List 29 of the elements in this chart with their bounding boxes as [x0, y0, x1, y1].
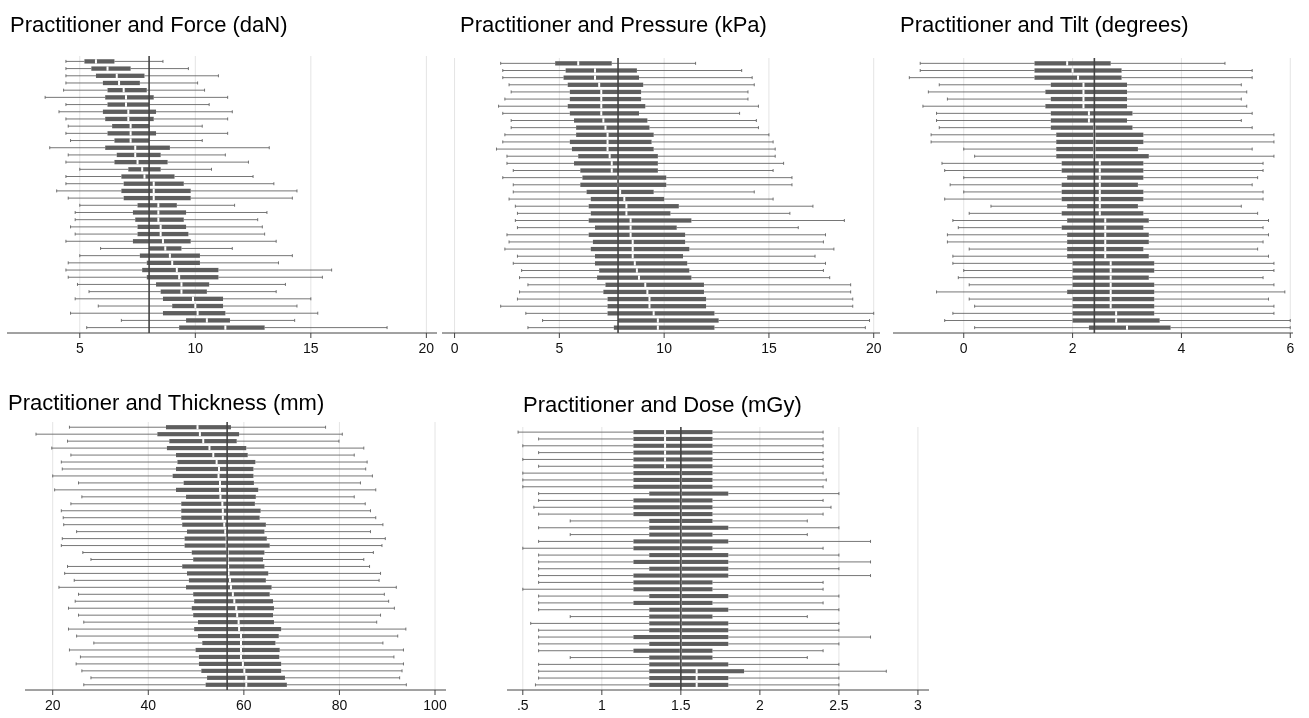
x-tick-label: 2.5: [829, 697, 849, 713]
chart-title: Practitioner and Pressure (kPa): [460, 12, 767, 37]
x-tick-label: .5: [516, 697, 529, 713]
x-tick-label: 6: [1286, 340, 1295, 356]
x-tick-label: 2: [1068, 340, 1077, 356]
chart-title: Practitioner and Force (daN): [10, 12, 288, 37]
x-tick-label: 1.5: [671, 697, 691, 713]
x-tick-label: 20: [418, 340, 435, 356]
x-tick-label: 1: [597, 697, 606, 713]
x-tick-label: 10: [187, 340, 204, 356]
x-tick-label: 20: [44, 697, 61, 713]
x-tick-label: 40: [140, 697, 157, 713]
x-tick-label: 0: [959, 340, 968, 356]
x-tick-label: 5: [555, 340, 564, 356]
x-tick-label: 15: [303, 340, 319, 356]
chart-title: Practitioner and Thickness (mm): [8, 390, 325, 415]
x-tick-label: 10: [656, 340, 673, 356]
x-tick-label: 20: [865, 340, 882, 356]
chart-title: Practitioner and Tilt (degrees): [900, 12, 1189, 37]
x-tick-label: 80: [331, 697, 348, 713]
x-tick-label: 5: [75, 340, 84, 356]
x-tick-label: 0: [450, 340, 459, 356]
x-tick-label: 2: [755, 697, 764, 713]
x-tick-label: 15: [761, 340, 777, 356]
x-tick-label: 100: [423, 697, 447, 713]
x-tick-label: 3: [914, 697, 923, 713]
x-tick-label: 4: [1177, 340, 1186, 356]
x-tick-label: 60: [236, 697, 252, 713]
chart-title: Practitioner and Dose (mGy): [523, 392, 802, 417]
